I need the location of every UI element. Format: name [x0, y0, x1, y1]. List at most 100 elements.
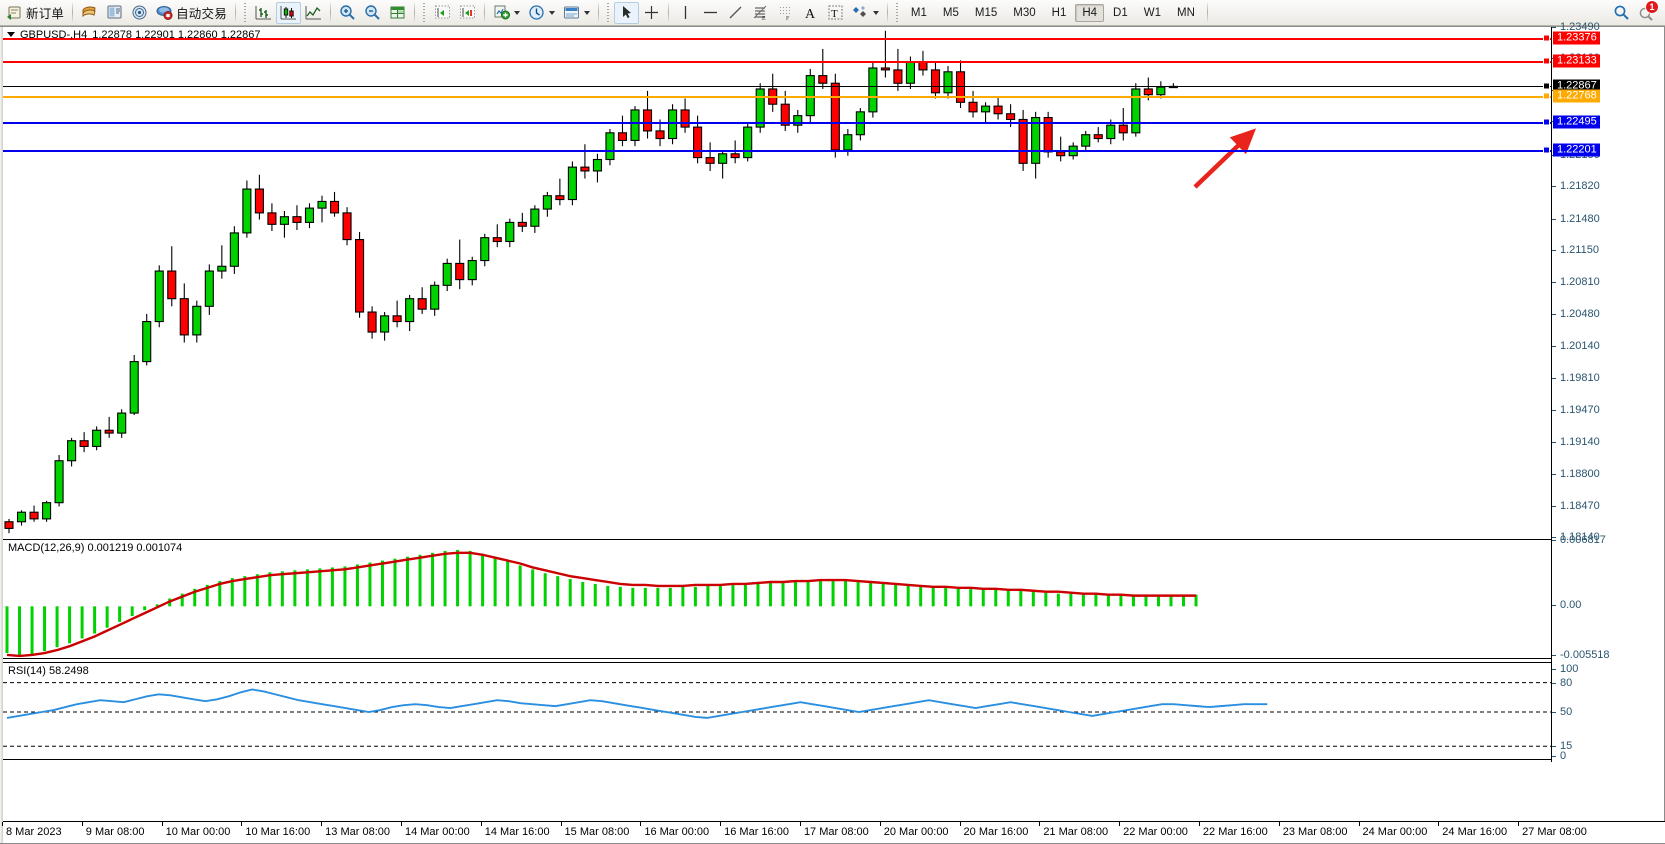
price-level-line-resistance-1[interactable]: [3, 61, 1555, 64]
navigator-button[interactable]: [102, 2, 127, 24]
timeframe-d1[interactable]: D1: [1113, 6, 1128, 19]
toolbar-grip[interactable]: [894, 3, 900, 22]
price-level-line-pivot[interactable]: [3, 95, 1555, 98]
text-button[interactable]: A: [798, 2, 823, 24]
timeframe-w1[interactable]: W1: [1143, 6, 1161, 19]
chevron-down-icon[interactable]: [872, 10, 879, 15]
cursor-icon: [618, 4, 635, 21]
timeframe-h1[interactable]: H1: [1051, 6, 1067, 19]
indicators-icon: [493, 4, 510, 21]
chevron-down-icon[interactable]: [548, 10, 555, 15]
macd-axis-tick: 0.00: [1552, 599, 1581, 611]
zoom-out-button[interactable]: [360, 2, 385, 24]
price-level-chip-resistance-1[interactable]: 1.23133: [1553, 54, 1600, 68]
alerts-icon[interactable]: 1: [1638, 0, 1659, 21]
crosshair-button[interactable]: [639, 2, 664, 24]
timeframe-m15[interactable]: M15: [974, 6, 998, 19]
timeframe-h4[interactable]: H4: [1075, 3, 1105, 22]
horizontal-line-button[interactable]: [698, 2, 723, 24]
price-axis-tick: 1.18800: [1552, 468, 1600, 480]
shapes-button[interactable]: [848, 2, 883, 24]
fibonacci-button[interactable]: E: [748, 2, 773, 24]
toolbar-divider: [1206, 3, 1208, 22]
trendline-button[interactable]: [723, 2, 748, 24]
price-axis[interactable]: 1.234901.231601.228301.225001.221501.218…: [1543, 21, 1664, 762]
price-axis-tick: 1.20140: [1552, 340, 1600, 352]
horizontal-line-icon: [702, 4, 719, 21]
price-level-handle-support-2[interactable]: [1543, 146, 1550, 154]
bullish-arrow-annotation[interactable]: [3, 27, 1555, 537]
line-chart-button[interactable]: [301, 2, 326, 24]
time-axis-tick: 17 Mar 08:00: [799, 822, 869, 838]
price-level-line-resistance-2[interactable]: [3, 37, 1555, 40]
time-axis-tick: 15 Mar 08:00: [560, 822, 630, 838]
indicators-button[interactable]: [489, 2, 524, 24]
time-axis[interactable]: 8 Mar 2023 9 Mar 08:00 10 Mar 00:00 10 Mar …: [2, 821, 1665, 843]
price-level-handle-current-price[interactable]: [1543, 82, 1550, 90]
auto-scroll-button[interactable]: [455, 2, 480, 24]
rsi-axis-tick: 100: [1552, 663, 1578, 675]
macd-pane[interactable]: MACD(12,26,9) 0.001219 0.001074: [3, 539, 1555, 659]
grid-icon: [389, 4, 406, 21]
periods-icon: [528, 4, 545, 21]
time-axis-tick: 22 Mar 16:00: [1198, 822, 1268, 838]
chart-shift-button[interactable]: [430, 2, 455, 24]
price-axis-tick: 1.19140: [1552, 436, 1600, 448]
text-label-button[interactable]: T: [823, 2, 848, 24]
chart-menu-icon[interactable]: [7, 32, 15, 37]
auto-scroll-icon: [459, 4, 476, 21]
price-level-line-support-2[interactable]: [3, 149, 1555, 152]
price-level-line-current-price[interactable]: [3, 86, 1555, 88]
price-axis-tick: 1.19470: [1552, 404, 1600, 416]
timeframe-m1[interactable]: M1: [910, 6, 927, 19]
timeframe-mn[interactable]: MN: [1177, 6, 1195, 19]
price-level-chip-support-1[interactable]: 1.22495: [1553, 115, 1600, 129]
signals-icon: [131, 4, 148, 21]
price-level-line-support-1[interactable]: [3, 121, 1555, 124]
auto-trading-label: 自动交易: [176, 7, 227, 21]
toolbar-divider: [483, 3, 485, 22]
periods-button[interactable]: [524, 2, 559, 24]
main-toolbar: 新订单: [0, 0, 1665, 26]
vertical-line-button[interactable]: [673, 2, 698, 24]
grid-button[interactable]: [385, 2, 410, 24]
toolbar-grip[interactable]: [242, 3, 248, 22]
price-level-handle-resistance-1[interactable]: [1543, 57, 1550, 65]
rsi-pane[interactable]: RSI(14) 58.2498: [3, 662, 1555, 760]
cursor-button[interactable]: [613, 1, 639, 24]
price-pane[interactable]: [3, 27, 1555, 537]
toolbar-divider: [329, 3, 331, 22]
toolbar-grip[interactable]: [605, 3, 611, 22]
channel-button[interactable]: F: [773, 2, 798, 24]
rsi-plot: [3, 682, 1555, 747]
zoom-in-button[interactable]: [335, 2, 360, 24]
candlestick-chart-button[interactable]: [275, 1, 301, 24]
price-axis-tick: 1.21480: [1552, 213, 1600, 225]
new-order-button[interactable]: 新订单: [2, 2, 68, 24]
rsi-axis-tick: 0: [1552, 750, 1566, 762]
chevron-down-icon[interactable]: [513, 10, 520, 15]
text-icon: A: [802, 4, 819, 22]
time-axis-tick: 9 Mar 08:00: [81, 822, 145, 838]
search-icon[interactable]: [1613, 4, 1630, 21]
price-axis-tick: 1.23490: [1552, 21, 1600, 33]
chevron-down-icon[interactable]: [583, 10, 590, 15]
chart-window[interactable]: GBPUSD-,H4 1.22878 1.22901 1.22860 1.228…: [0, 21, 1665, 844]
toolbar-grip[interactable]: [421, 3, 427, 22]
data-window-button[interactable]: [77, 2, 102, 24]
timeframe-m5[interactable]: M5: [942, 6, 959, 19]
templates-button[interactable]: [559, 2, 594, 24]
timeframe-group: M1 M5 M15 M30 H1 H4 D1 W1 MN: [903, 3, 1203, 22]
price-level-chip-resistance-2[interactable]: 1.23376: [1553, 31, 1600, 45]
signals-button[interactable]: [127, 2, 152, 24]
price-level-handle-pivot[interactable]: [1543, 92, 1550, 100]
price-level-handle-support-1[interactable]: [1543, 118, 1550, 126]
auto-trading-button[interactable]: 自动交易: [152, 2, 231, 24]
toolbar-divider: [886, 3, 888, 22]
price-level-handle-resistance-2[interactable]: [1543, 34, 1550, 42]
price-level-chip-pivot[interactable]: 1.22768: [1553, 89, 1600, 103]
bar-chart-button[interactable]: [251, 2, 276, 24]
timeframe-m30[interactable]: M30: [1013, 6, 1036, 19]
price-level-chip-support-2[interactable]: 1.22201: [1553, 143, 1600, 157]
vertical-line-icon: [677, 4, 694, 21]
